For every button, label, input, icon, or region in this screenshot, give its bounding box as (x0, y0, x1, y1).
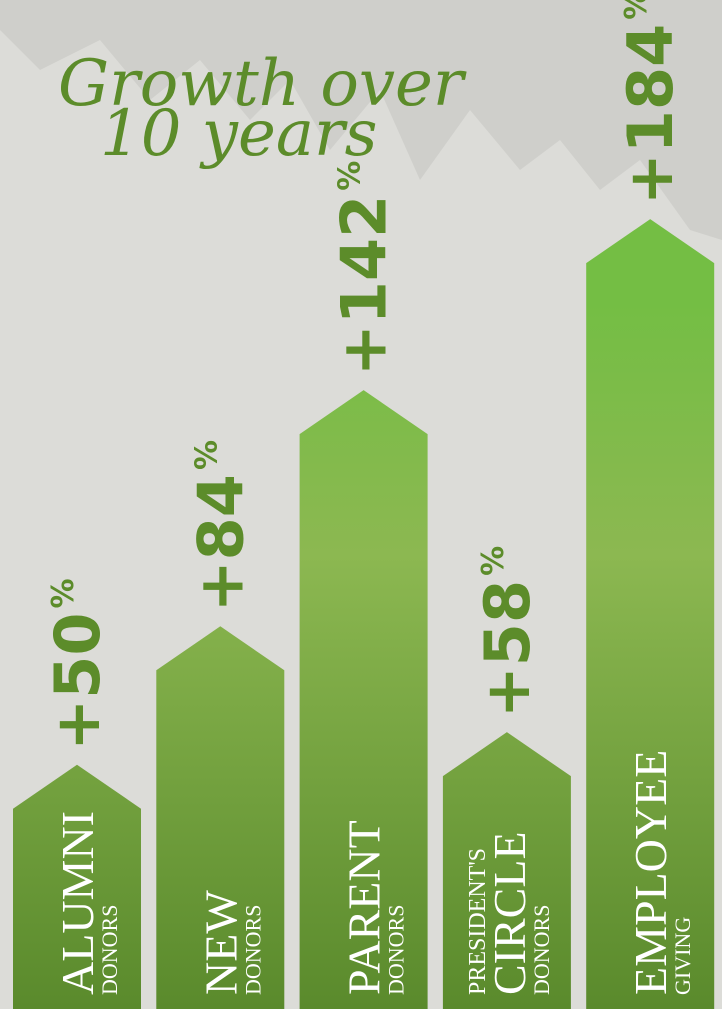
category-name: NEW (195, 890, 246, 995)
category-sublabel: DONORS (240, 905, 265, 995)
category-sublabel: DONORS (384, 905, 409, 995)
value-label: +50% (41, 578, 114, 750)
category-sublabel: GIVING (670, 917, 695, 995)
bar (442, 732, 571, 1009)
value-label: +142% (328, 161, 401, 376)
bar (586, 219, 715, 1009)
background-silhouettes (0, 0, 722, 240)
category-name: ALUMNI (52, 811, 103, 995)
category-name: PARENT (339, 820, 390, 995)
bar (156, 626, 285, 1009)
value-label: +84% (184, 440, 257, 612)
category-sublabel: DONORS (529, 905, 554, 995)
bar (13, 764, 141, 1009)
bar (299, 390, 428, 1009)
value-label: +58% (471, 546, 544, 718)
chart-title: Growth over 10 years (58, 47, 484, 171)
category-name: PRESIDENT'S CIRCLE (465, 831, 535, 995)
value-label: +184% (614, 0, 687, 205)
category-name: EMPLOYEE (625, 750, 676, 995)
category-sublabel: DONORS (97, 905, 122, 995)
